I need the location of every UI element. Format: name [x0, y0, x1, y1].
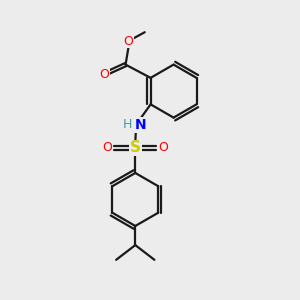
Text: H: H	[123, 118, 132, 131]
Text: O: O	[103, 141, 112, 154]
Text: O: O	[158, 141, 168, 154]
Text: N: N	[135, 118, 147, 132]
Text: O: O	[99, 68, 109, 81]
Text: S: S	[130, 140, 141, 155]
Text: O: O	[124, 34, 134, 48]
